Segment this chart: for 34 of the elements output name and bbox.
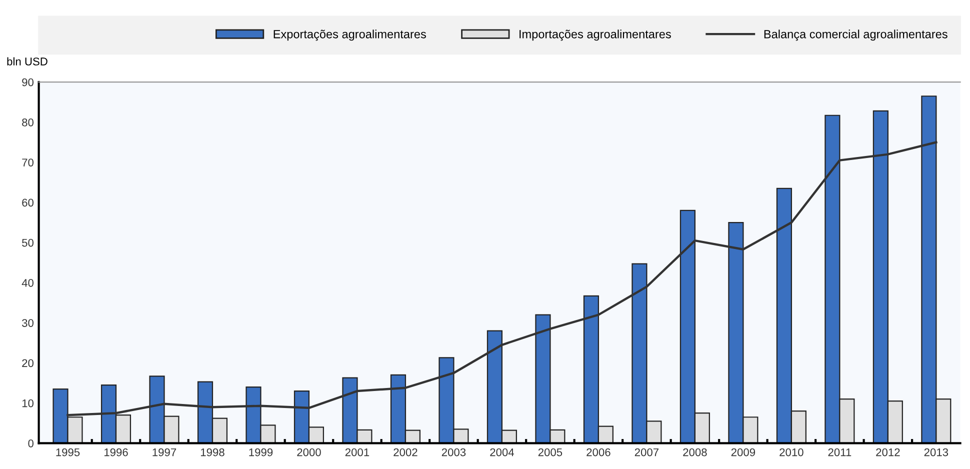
y-tick-label: 50 — [22, 238, 34, 247]
x-tick-label: 2000 — [297, 448, 321, 456]
x-tick-label: 2010 — [780, 448, 804, 456]
y-tick-label: 70 — [22, 158, 34, 166]
x-tick-label: 1996 — [104, 448, 128, 456]
line-series — [66, 141, 938, 416]
legend-label: Balança comercial agroalimentares — [764, 30, 948, 41]
legend-label: Importações agroalimentares — [520, 30, 671, 41]
x-tick-label: 2009 — [731, 448, 756, 456]
y-tick-label: 60 — [22, 198, 34, 207]
x-tick-label: 2011 — [828, 448, 852, 456]
x-tick-label: 2012 — [876, 448, 900, 456]
y-tick-label: 80 — [22, 118, 34, 126]
x-tick-label: 1999 — [249, 448, 273, 456]
y-tick-label: 0 — [28, 439, 34, 448]
y-tick-label: 20 — [22, 359, 34, 368]
x-tick-label: 2013 — [924, 448, 948, 456]
y-tick-label: 40 — [22, 278, 34, 287]
x-tick-label: 2002 — [394, 448, 418, 456]
legend-label: Exportações agroalimentares — [274, 30, 426, 41]
y-tick-label: 30 — [22, 319, 34, 327]
x-tick-label: 2006 — [586, 448, 610, 456]
x-tick-label: 1995 — [56, 448, 80, 456]
y-tick-label: 10 — [22, 399, 34, 408]
x-tick-label: 2008 — [683, 448, 707, 456]
x-tick-label: 2005 — [538, 448, 562, 456]
x-tick-label: 1997 — [152, 448, 176, 456]
x-tick-label: 1998 — [200, 448, 224, 456]
y-axis-title: bln USD — [7, 57, 48, 66]
x-tick-label: 2003 — [442, 448, 466, 456]
y-tick-label: 90 — [22, 78, 34, 86]
x-tick-label: 2001 — [345, 448, 370, 456]
x-tick-label: 2004 — [490, 448, 514, 456]
x-tick-label: 2007 — [634, 448, 659, 456]
